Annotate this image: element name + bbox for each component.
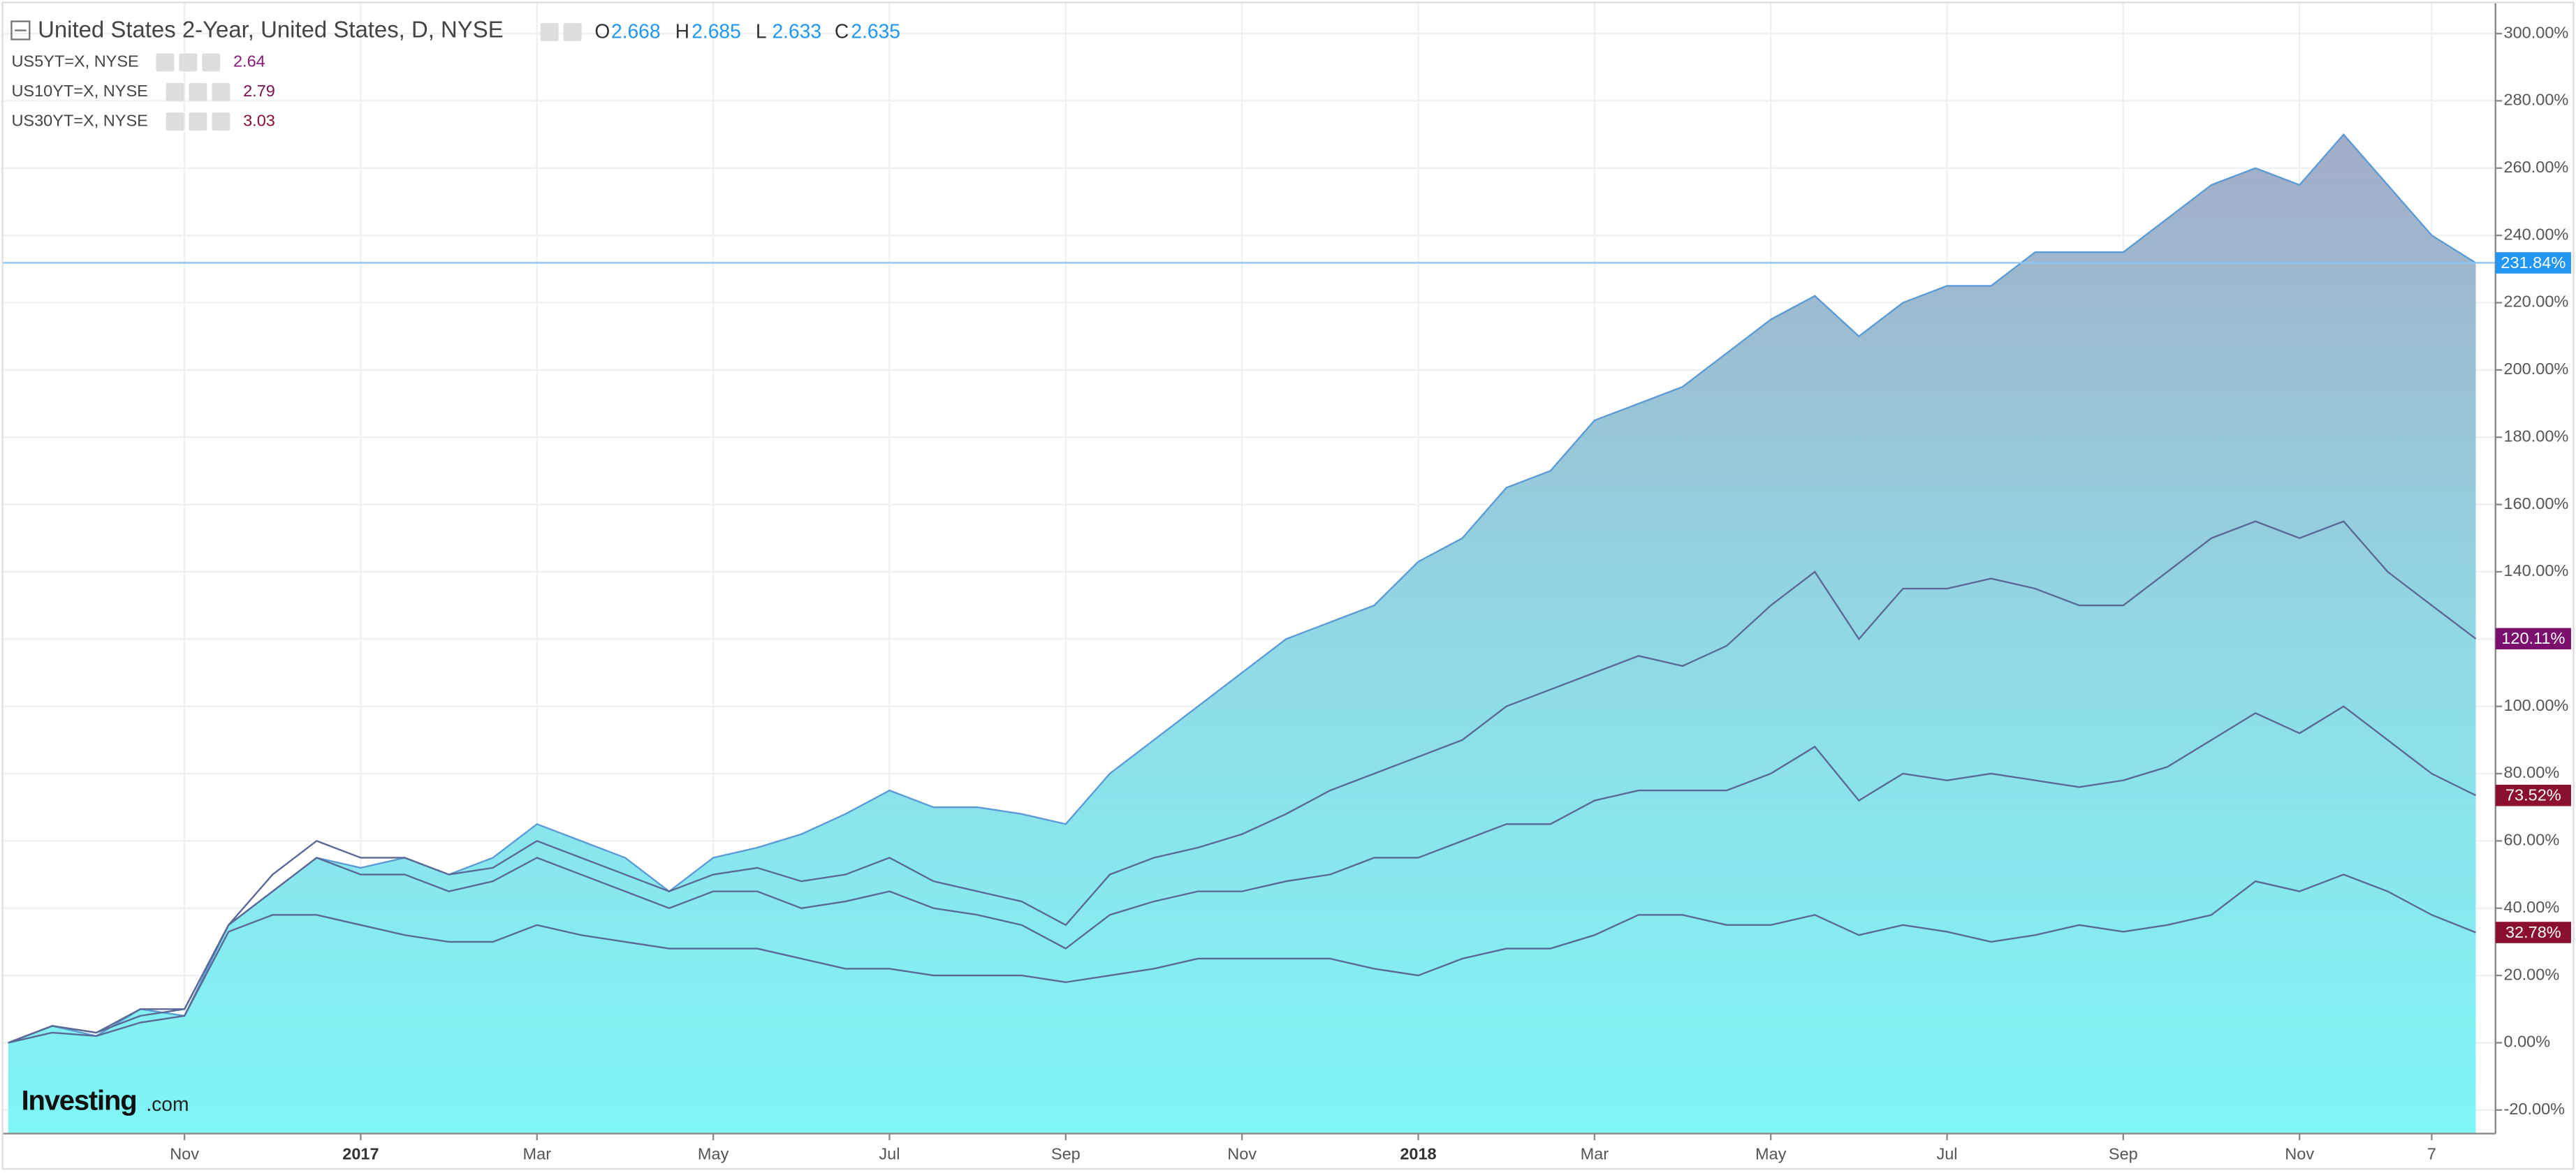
x-tick-label: Sep (1051, 1144, 1081, 1163)
legend-icon[interactable] (212, 82, 230, 101)
price-tag-label: 32.78% (2505, 923, 2561, 941)
price-tag (2495, 252, 2571, 274)
y-tick-label: 240.00% (2504, 225, 2569, 243)
ohlc-value: 2.633 (772, 20, 821, 43)
legend-icon[interactable] (166, 82, 184, 101)
ohlc-value: 2.685 (691, 20, 741, 43)
ohlc-key: C (835, 20, 849, 43)
y-tick-label: 220.00% (2504, 293, 2569, 311)
legend-icon[interactable] (189, 82, 207, 101)
series-line (8, 705, 2477, 1044)
legend-value: 2.79 (243, 82, 275, 100)
series-line (8, 873, 2476, 1044)
watermark-suffix: .com (146, 1093, 189, 1115)
y-tick-label: 260.00% (2504, 158, 2569, 176)
x-tick-label: Mar (523, 1144, 552, 1163)
series-line (8, 520, 2477, 1044)
price-tag (2495, 784, 2571, 806)
legend-icon[interactable] (156, 53, 175, 72)
legend-name: US10YT=X, NYSE (11, 82, 147, 100)
collapse-button[interactable] (10, 20, 31, 40)
x-tick-label: Jul (1936, 1144, 1957, 1163)
ohlc-value: 2.635 (851, 20, 900, 43)
legend-icon[interactable] (212, 112, 230, 131)
price-tag (2495, 922, 2571, 943)
x-tick-label: May (1755, 1144, 1787, 1163)
legend-icon[interactable] (540, 22, 559, 41)
y-tick-label: 40.00% (2504, 898, 2560, 916)
price-tag-label: 231.84% (2501, 253, 2566, 272)
legend-value: 2.64 (233, 52, 265, 71)
y-tick-label: 20.00% (2504, 965, 2560, 983)
legend-name: US5YT=X, NYSE (11, 52, 138, 71)
y-tick-label: 280.00% (2504, 91, 2569, 109)
ohlc-value: 2.668 (611, 20, 661, 43)
x-tick-label: Mar (1581, 1144, 1609, 1163)
labels: -20.00% 0.00% 20.00% 40.00% 60.00% 80.00% 100.… (11, 20, 2571, 1163)
y-tick-label: 100.00% (2504, 696, 2569, 714)
y-tick-label: 200.00% (2504, 360, 2569, 378)
y-tick-label: 160.00% (2504, 494, 2569, 512)
x-tick-label: 7 (2427, 1144, 2436, 1163)
x-tick-label: Nov (2285, 1144, 2314, 1163)
watermark: Investing (22, 1085, 137, 1116)
x-tick-label: 2018 (1400, 1144, 1436, 1163)
legend-icon[interactable] (189, 112, 207, 131)
x-tick-label: Nov (1227, 1144, 1257, 1163)
y-tick-label: 300.00% (2504, 23, 2569, 41)
chart-title: United States 2-Year, United States, D, … (38, 16, 504, 42)
ohlc-key: H (675, 20, 689, 43)
plot (3, 133, 2496, 1134)
legend-name: US30YT=X, NYSE (11, 111, 147, 129)
area (8, 134, 2476, 1134)
x-tick-label: May (698, 1144, 729, 1163)
y-tick-label: 140.00% (2504, 561, 2569, 580)
legend-icon[interactable] (179, 53, 198, 72)
x-tick-label: Nov (170, 1144, 199, 1163)
x-tick-label: 2017 (342, 1144, 379, 1163)
legend-icon[interactable] (166, 112, 184, 131)
y-tick-label: 0.00% (2504, 1033, 2551, 1051)
legend-icon[interactable] (202, 53, 221, 72)
price-tag-label: 73.52% (2505, 786, 2561, 804)
y-tick-label: 60.00% (2504, 831, 2560, 849)
legend-icon[interactable] (563, 22, 582, 41)
ohlc-key: O (594, 20, 610, 43)
x-tick-label: Jul (879, 1144, 900, 1163)
ohlc-key: L (756, 20, 767, 43)
x-tick-label: Sep (2109, 1144, 2138, 1163)
price-tag (2495, 628, 2571, 650)
y-tick-label: -20.00% (2504, 1100, 2566, 1118)
legend-value: 3.03 (243, 111, 275, 129)
y-tick-label: 80.00% (2504, 763, 2560, 781)
y-tick-label: 180.00% (2504, 427, 2569, 445)
price-tag-label: 120.11% (2501, 629, 2565, 647)
